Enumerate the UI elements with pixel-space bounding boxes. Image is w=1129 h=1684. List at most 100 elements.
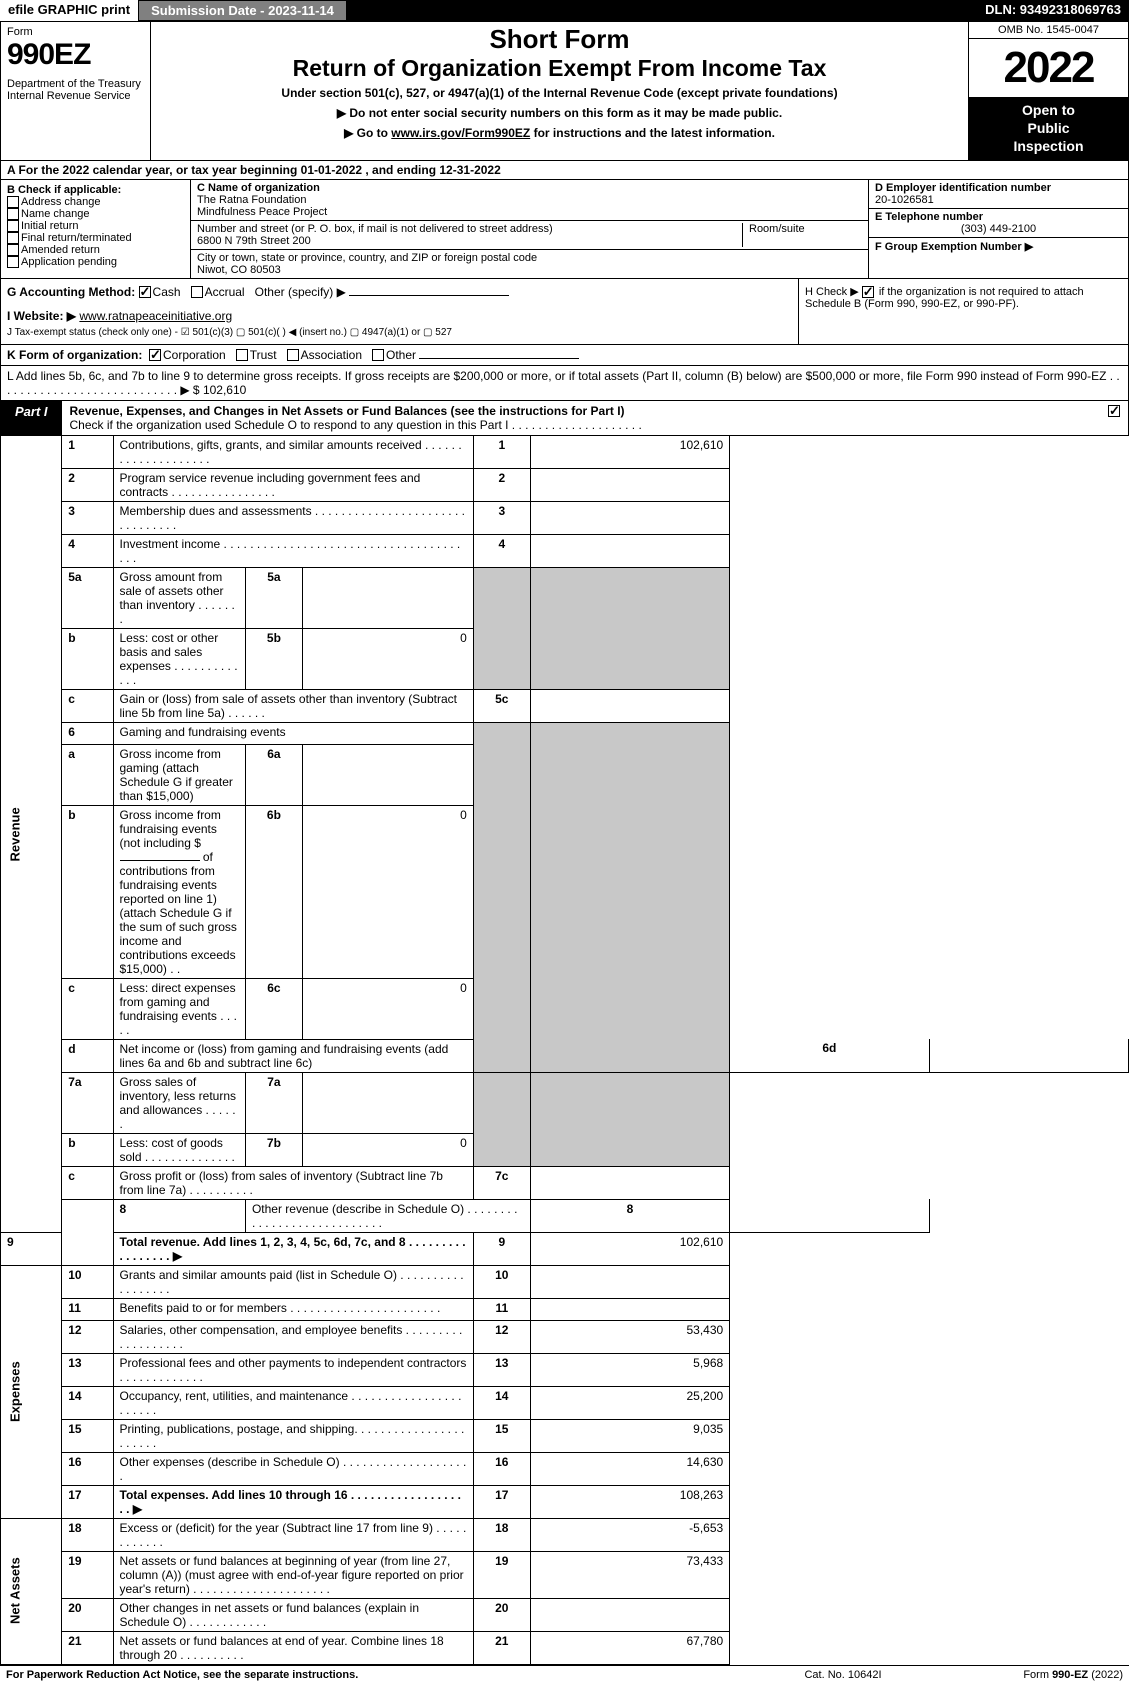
line-3: 3 Membership dues and assessments . . . … (1, 501, 1129, 534)
arrow2-post: for instructions and the latest informat… (530, 126, 775, 140)
box-b-check-applicable: B Check if applicable: Address change Na… (1, 180, 191, 278)
form-ref-bold: 990-EZ (1052, 1669, 1088, 1681)
arrow-note-1: ▶ Do not enter social security numbers o… (159, 106, 960, 120)
check-association[interactable] (287, 349, 299, 361)
sub-num: 6c (245, 978, 302, 1039)
dln-number: DLN: 93492318069763 (977, 0, 1129, 21)
line-desc: Gross profit or (loss) from sales of inv… (113, 1166, 473, 1199)
line-desc: Printing, publications, postage, and shi… (113, 1419, 473, 1452)
line-desc: Gross sales of inventory, less returns a… (113, 1072, 245, 1133)
other-specify-input[interactable] (349, 295, 509, 296)
org-name-2: Mindfulness Peace Project (197, 206, 862, 218)
line-num: 1 (62, 436, 113, 469)
other-org-input[interactable] (419, 358, 579, 359)
line-amount (530, 501, 729, 534)
line-desc: Gross amount from sale of assets other t… (113, 567, 245, 628)
line-amount (530, 1598, 729, 1631)
city-value: Niwot, CO 80503 (197, 264, 862, 276)
check-address-change[interactable]: Address change (7, 196, 184, 208)
line-ref: 14 (473, 1386, 530, 1419)
line-desc: Less: cost of goods sold . . . . . . . .… (113, 1133, 245, 1166)
line-num: a (62, 744, 113, 805)
telephone-value: (303) 449-2100 (875, 223, 1122, 235)
line-num: 11 (62, 1298, 113, 1320)
l-text: L Add lines 5b, 6c, and 7b to line 9 to … (7, 369, 1120, 397)
irs-link[interactable]: www.irs.gov/Form990EZ (391, 126, 530, 140)
line-7c: c Gross profit or (loss) from sales of i… (1, 1166, 1129, 1199)
check-label: Initial return (21, 220, 78, 232)
l-amount: 102,610 (203, 383, 246, 397)
department-1: Department of the Treasury (7, 78, 144, 90)
check-schedule-b[interactable] (862, 286, 874, 298)
check-label: Application pending (21, 256, 117, 268)
short-form-label: Short Form (159, 24, 960, 55)
org-name-1: The Ratna Foundation (197, 194, 862, 206)
check-label: Address change (21, 196, 101, 208)
line-amount: 9,035 (530, 1419, 729, 1452)
line-ref: 10 (473, 1265, 530, 1298)
website-link[interactable]: www.ratnapeaceinitiative.org (79, 309, 232, 323)
spacer (347, 0, 977, 21)
check-name-change[interactable]: Name change (7, 208, 184, 220)
box-d: D Employer identification number 20-1026… (869, 180, 1128, 209)
paperwork-notice: For Paperwork Reduction Act Notice, see … (6, 1669, 743, 1681)
box-f-label: F Group Exemption Number ▶ (875, 240, 1122, 253)
contrib-input[interactable] (120, 860, 200, 861)
line-desc: Net assets or fund balances at beginning… (113, 1551, 473, 1598)
sub-value (302, 567, 473, 628)
open-to-public-inspection: Open to Public Inspection (969, 97, 1128, 160)
line-2: 2 Program service revenue including gove… (1, 468, 1129, 501)
top-bar: efile GRAPHIC print Submission Date - 20… (0, 0, 1129, 21)
box-c-org-info: C Name of organization The Ratna Foundat… (191, 180, 868, 278)
part-1-check[interactable] (1102, 401, 1128, 435)
desc-part1: Gross income from fundraising events (no… (120, 808, 221, 850)
line-desc: Occupancy, rent, utilities, and maintena… (113, 1386, 473, 1419)
grey-cell (473, 567, 530, 689)
check-corporation[interactable] (149, 349, 161, 361)
department-2: Internal Revenue Service (7, 90, 144, 102)
omb-number: OMB No. 1545-0047 (969, 22, 1128, 39)
sub-num: 7a (245, 1072, 302, 1133)
line-desc: Professional fees and other payments to … (113, 1353, 473, 1386)
sub-value (302, 1072, 473, 1133)
line-num: c (62, 689, 113, 722)
line-ref: 5c (473, 689, 530, 722)
line-amount (929, 1039, 1128, 1072)
line-desc: Membership dues and assessments . . . . … (113, 501, 473, 534)
check-label: Amended return (21, 244, 100, 256)
row-j: J Tax-exempt status (check only one) - ☑… (7, 327, 792, 338)
header-center: Short Form Return of Organization Exempt… (151, 22, 968, 160)
check-initial-return[interactable]: Initial return (7, 220, 184, 232)
check-cash[interactable] (139, 286, 151, 298)
part1-title-text: Revenue, Expenses, and Changes in Net As… (70, 404, 625, 418)
line-desc: Excess or (deficit) for the year (Subtra… (113, 1518, 473, 1551)
check-accrual[interactable] (191, 286, 203, 298)
check-trust[interactable] (236, 349, 248, 361)
form-ref: Form 990-EZ (2022) (943, 1669, 1123, 1681)
grey-cell (530, 1072, 729, 1166)
check-final-return[interactable]: Final return/terminated (7, 232, 184, 244)
line-amount: 102,610 (530, 436, 729, 469)
check-other-org[interactable] (372, 349, 384, 361)
desc-part2: of contributions from fundraising events… (120, 850, 237, 976)
check-application-pending[interactable]: Application pending (7, 256, 184, 268)
box-b-title: B Check if applicable: (7, 184, 184, 196)
line-desc: Salaries, other compensation, and employ… (113, 1320, 473, 1353)
form-ref-pre: Form (1023, 1669, 1052, 1681)
form-number: 990EZ (7, 38, 144, 72)
check-amended-return[interactable]: Amended return (7, 244, 184, 256)
grey-cell (473, 722, 530, 1072)
row-i-inline: I Website: ▶ www.ratnapeaceinitiative.or… (7, 309, 792, 323)
line-num: 4 (62, 534, 113, 567)
line-ref: 13 (473, 1353, 530, 1386)
line-amount: 108,263 (530, 1485, 729, 1518)
line-num: 12 (62, 1320, 113, 1353)
line-ref: 1 (473, 436, 530, 469)
line-14: 14 Occupancy, rent, utilities, and maint… (1, 1386, 1129, 1419)
h-pre: H Check ▶ (805, 286, 862, 298)
line-desc: Investment income . . . . . . . . . . . … (113, 534, 473, 567)
row-l-gross-receipts: L Add lines 5b, 6c, and 7b to line 9 to … (0, 366, 1129, 401)
grey-cell (530, 567, 729, 689)
line-num: b (62, 1133, 113, 1166)
line-amount: 5,968 (530, 1353, 729, 1386)
